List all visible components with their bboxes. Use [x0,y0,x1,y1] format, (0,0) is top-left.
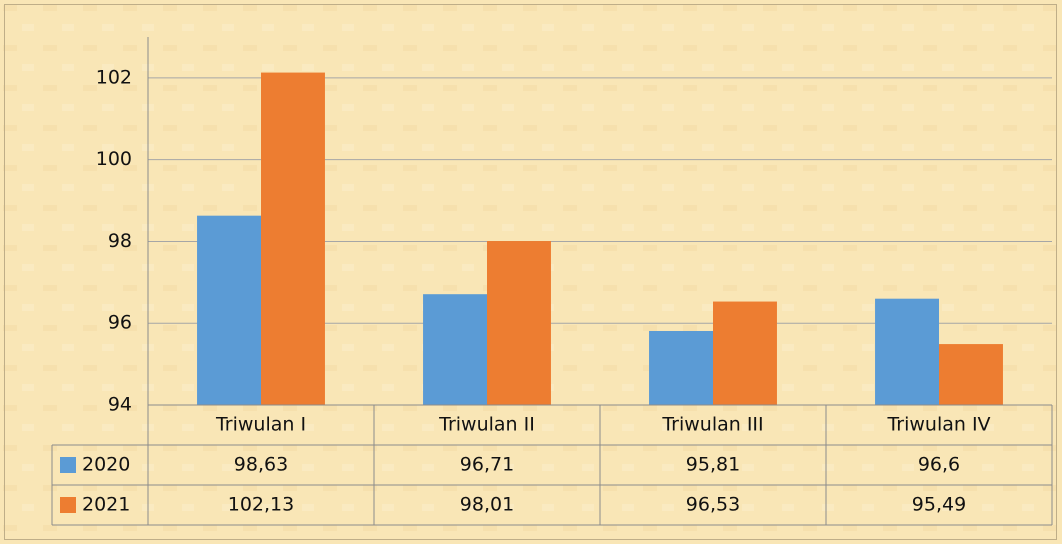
y-tick-label: 100 [96,148,132,170]
bar [713,301,777,405]
table-value: 96,53 [686,494,740,516]
table-value: 102,13 [228,494,294,516]
y-tick-label: 96 [108,312,132,334]
x-tick-label: Triwulan IV [886,414,990,436]
table-value: 95,49 [912,494,966,516]
legend-label: 2021 [82,494,130,516]
table-value: 95,81 [686,454,740,476]
legend-swatch [60,457,76,473]
y-tick-label: 102 [96,66,132,88]
bar [875,298,939,405]
bar [487,241,551,405]
bar [197,215,261,405]
table-value: 98,63 [234,454,288,476]
x-tick-label: Triwulan I [215,414,306,436]
table-value: 96,6 [918,454,960,476]
x-tick-label: Triwulan III [661,414,763,436]
bar [423,294,487,405]
x-tick-label: Triwulan II [438,414,535,436]
y-tick-label: 94 [108,394,132,416]
bar [649,330,713,405]
bar [939,344,1003,405]
legend-label: 2020 [82,454,130,476]
chart-border [4,4,1057,540]
bar [261,72,325,405]
y-tick-label: 98 [108,230,132,252]
legend-swatch [60,497,76,513]
table-value: 98,01 [460,494,514,516]
table-value: 96,71 [460,454,514,476]
